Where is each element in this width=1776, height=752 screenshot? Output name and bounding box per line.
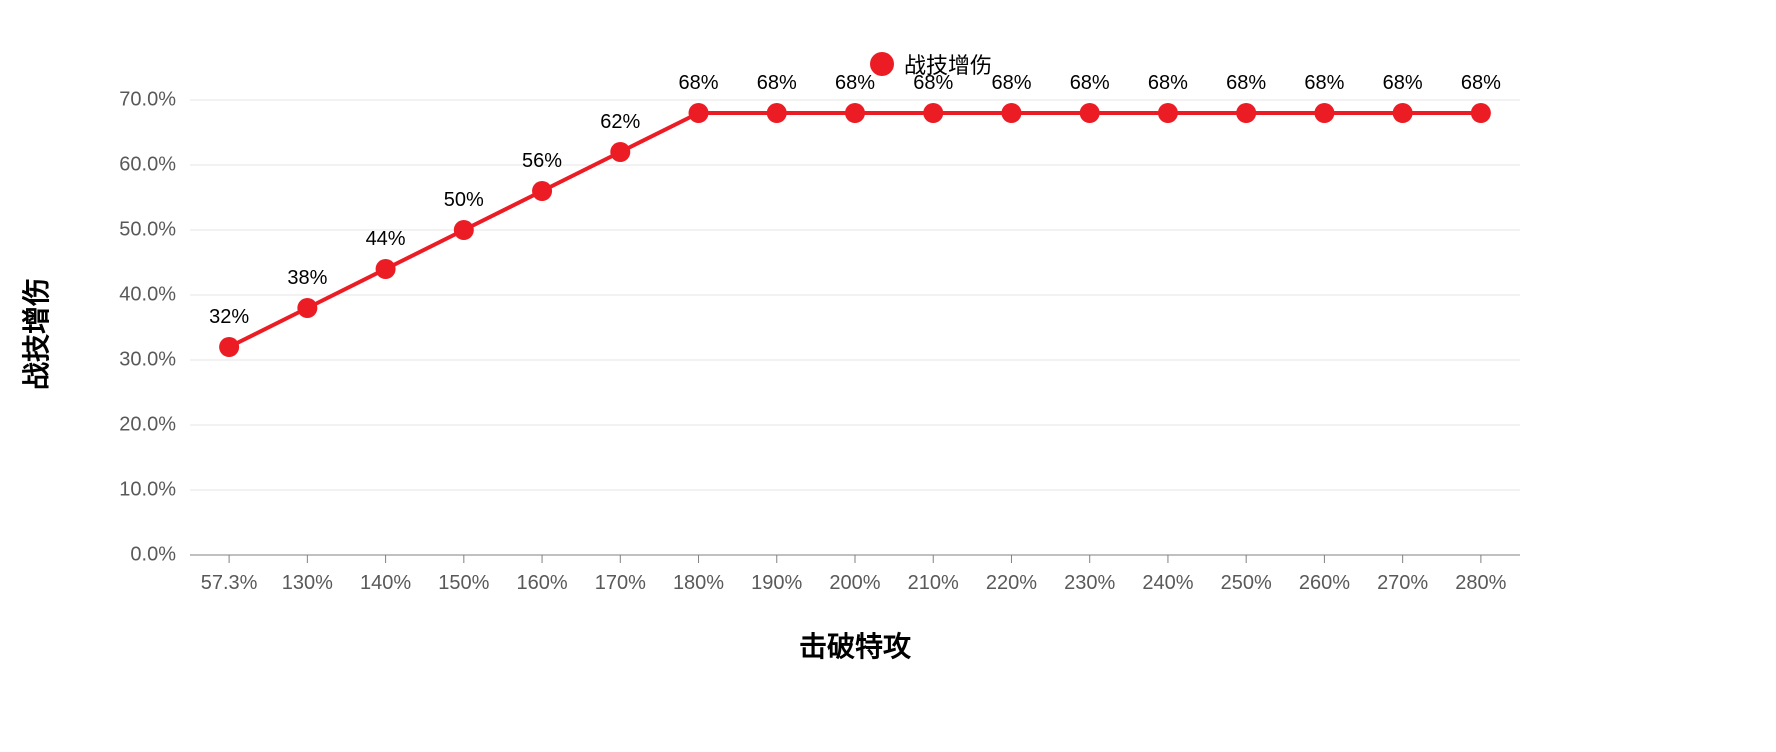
- y-tick-label: 50.0%: [119, 218, 176, 240]
- data-point: [1471, 103, 1491, 123]
- y-tick-label: 30.0%: [119, 348, 176, 370]
- data-label: 68%: [1070, 72, 1110, 94]
- data-label: 44%: [366, 228, 406, 250]
- data-point: [219, 337, 239, 357]
- data-point: [1236, 103, 1256, 123]
- data-point: [767, 103, 787, 123]
- data-label: 50%: [444, 189, 484, 211]
- data-point: [1314, 103, 1334, 123]
- y-tick-label: 40.0%: [119, 283, 176, 305]
- x-tick-label: 180%: [673, 572, 724, 594]
- data-label: 68%: [1148, 72, 1188, 94]
- y-tick-label: 60.0%: [119, 153, 176, 175]
- y-tick-label: 0.0%: [130, 543, 176, 565]
- legend-label: 战技增伤: [904, 48, 992, 80]
- x-tick-label: 230%: [1064, 572, 1115, 594]
- y-tick-label: 20.0%: [119, 413, 176, 435]
- gridlines: [190, 100, 1520, 555]
- x-tick-label: 150%: [438, 572, 489, 594]
- data-point: [532, 181, 552, 201]
- data-point: [689, 103, 709, 123]
- x-tick-labels: 57.3% 130% 140% 150% 160% 170% 180% 190% 200% 210…: [201, 572, 1507, 594]
- data-label: 68%: [757, 72, 797, 94]
- data-label: 68%: [991, 72, 1031, 94]
- data-point: [923, 103, 943, 123]
- data-point: [454, 220, 474, 240]
- data-label: 38%: [287, 267, 327, 289]
- data-label: 32%: [209, 306, 249, 328]
- y-tick-label: 70.0%: [119, 88, 176, 110]
- x-tick-label: 220%: [986, 572, 1037, 594]
- x-tick-label: 170%: [595, 572, 646, 594]
- y-axis-title: 战技增伤: [15, 234, 55, 434]
- x-tick-label: 280%: [1455, 572, 1506, 594]
- data-label: 68%: [679, 72, 719, 94]
- data-label: 56%: [522, 150, 562, 172]
- data-label: 68%: [1226, 72, 1266, 94]
- chart-legend: 战技增伤: [870, 48, 992, 80]
- x-tick-label: 270%: [1377, 572, 1428, 594]
- data-point: [1001, 103, 1021, 123]
- data-label: 68%: [1461, 72, 1501, 94]
- x-tick-label: 190%: [751, 572, 802, 594]
- x-tick-label: 260%: [1299, 572, 1350, 594]
- y-tick-labels: 0.0% 10.0% 20.0% 30.0% 40.0% 50.0% 60.0% 70.0%: [119, 88, 176, 565]
- x-tick-label: 200%: [829, 572, 880, 594]
- data-point: [845, 103, 865, 123]
- data-point: [376, 259, 396, 279]
- data-point: [1393, 103, 1413, 123]
- data-label: 68%: [1304, 72, 1344, 94]
- x-tick-label: 57.3%: [201, 572, 258, 594]
- data-label: 68%: [1383, 72, 1423, 94]
- x-tick-label: 240%: [1142, 572, 1193, 594]
- chart-container: 战技增伤 战技增伤 击破特攻 0.0% 10.0% 20.0% 30.0% 40.0% 5…: [0, 0, 1776, 752]
- data-point: [1158, 103, 1178, 123]
- x-tick-label: 210%: [908, 572, 959, 594]
- x-tick-label: 130%: [282, 572, 333, 594]
- x-tick-label: 250%: [1221, 572, 1272, 594]
- x-axis-title: 击破特攻: [705, 625, 1005, 665]
- data-point: [610, 142, 630, 162]
- data-label: 62%: [600, 111, 640, 133]
- legend-marker-icon: [870, 52, 894, 76]
- data-point: [297, 298, 317, 318]
- x-tick-label: 140%: [360, 572, 411, 594]
- x-tick-label: 160%: [516, 572, 567, 594]
- y-tick-label: 10.0%: [119, 478, 176, 500]
- data-point: [1080, 103, 1100, 123]
